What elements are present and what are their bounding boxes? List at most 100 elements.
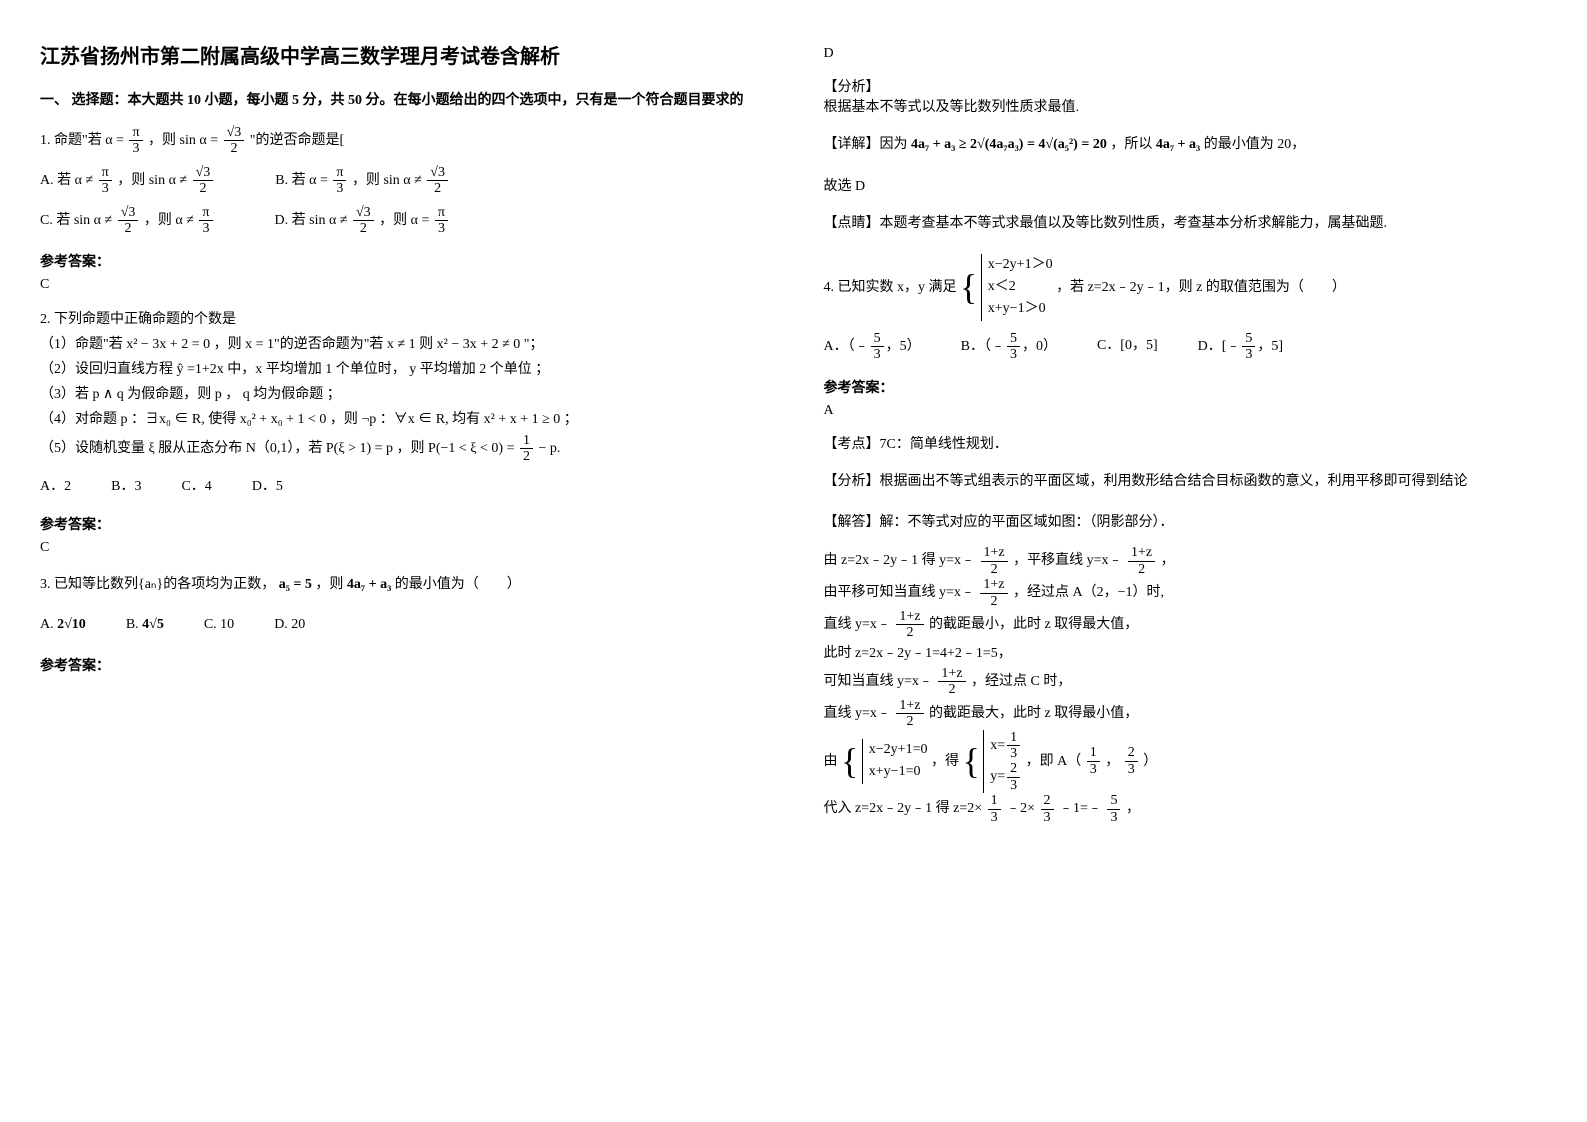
brace-icon: { — [841, 743, 858, 779]
q4-l3-a: 直线 y=x﹣ — [824, 617, 891, 632]
q4-l7-c1: x−2y+1=0 — [869, 742, 928, 757]
q1-answer: C — [40, 277, 764, 293]
q4-solution: 由 z=2x﹣2y﹣1 得 y=x﹣ 1+z2 ，平移直线 y=x﹣ 1+z2 … — [824, 545, 1548, 824]
q4-b-pre: B．（﹣ — [961, 339, 1005, 354]
q4-stem-a: 4. 已知实数 x，y 满足 — [824, 279, 957, 294]
q1-stem-mid: ，则 — [148, 133, 176, 148]
q4-l7-d: ， — [1105, 754, 1119, 769]
q4-l3-b: 的截距最小，此时 z 取得最大值， — [929, 617, 1138, 632]
q3-b-val: 4√5 — [142, 617, 164, 632]
q4-l8-b: ﹣2× — [1006, 801, 1035, 816]
q4-l8-c: ﹣1=﹣ — [1059, 801, 1102, 816]
q4-l4: 此时 z=2x﹣2y﹣1=4+2﹣1=5， — [824, 641, 1548, 666]
q2-p4-e: ； — [564, 412, 578, 427]
q1-alpha-eq: α = π3 — [105, 133, 144, 148]
q2-option-c: C．4 — [181, 474, 211, 499]
q4-l2-a: 由平移可知当直线 y=x﹣ — [824, 585, 975, 600]
q4-a-pre: A．（﹣ — [824, 339, 869, 354]
q3-a5: a₅ = 5 — [279, 577, 312, 592]
q4-l7-c: ，即 A（ — [1026, 754, 1082, 769]
q3-a-val: 2√10 — [57, 617, 86, 632]
q3-detail: 【详解】因为 4a₇ + a₃ ≥ 2√(4a₇a₃) = 4√(a₅²) = … — [824, 130, 1548, 161]
q1-option-d: D. 若 sin α ≠ √32 ，则 α = π3 — [275, 205, 450, 237]
q4-l7-c2: x+y−1=0 — [869, 764, 921, 779]
q2-p4-c: ，则 — [330, 412, 358, 427]
q2-p3: （3）若 p ∧ q 为假命题，则 p ， q 均为假命题 ； — [40, 382, 764, 407]
q3-gx: 故选 D — [824, 175, 1548, 195]
q2-answer: C — [40, 540, 764, 556]
q2-p5-b: 服从正态分布 N（0,1），若 — [158, 441, 322, 456]
q2-p2-a: （2）设回归直线方程 — [40, 362, 173, 377]
q1-c-pre: C. 若 — [40, 213, 70, 228]
q2-p1-expr1: x² − 3x + 2 = 0 — [126, 337, 210, 352]
q3-option-b: B. 4√5 — [126, 610, 164, 641]
q2-p4-b: ：∃x₀ ∈ R, 使得 — [131, 412, 236, 427]
q3-xj-b: ，所以 — [1110, 137, 1152, 152]
q4-answer-label: 参考答案： — [824, 377, 1548, 397]
question-1: 1. 命题"若 α = π3 ，则 sin α = √32 "的逆否命题是[ A… — [40, 125, 764, 237]
q4-l6-b: 的截距最大，此时 z 取得最小值， — [929, 706, 1138, 721]
q4-l6-a: 直线 y=x﹣ — [824, 706, 891, 721]
q3-answer-label: 参考答案： — [40, 655, 764, 675]
q4-stem-b: ，若 z=2x﹣2y﹣1，则 z 的取值范围为（ ） — [1056, 279, 1346, 294]
q3-xj-expr: 4a₇ + a₃ ≥ 2√(4a₇a₃) = 4√(a₅²) = 20 — [911, 137, 1107, 152]
q1-stem-suffix: "的逆否命题是[ — [250, 133, 344, 148]
q1-b-mid: ，则 — [352, 173, 380, 188]
question-4: 4. 已知实数 x，y 满足 { x−2y+1＞0 x＜2 x+y−1＞0 ，若… — [824, 254, 1548, 363]
q4-answer: A — [824, 403, 1548, 419]
q1-a-mid: ，则 — [117, 173, 145, 188]
q1-stem-prefix: 1. 命题"若 — [40, 133, 102, 148]
q2-p4-np: ¬p — [361, 412, 376, 427]
q2-p2-c: 平均增加 2 个单位 ； — [420, 362, 550, 377]
q2-p4-d: ：∀x ∈ R, 均有 — [380, 412, 480, 427]
q4-d-suf: ，5] — [1257, 339, 1283, 354]
q1-d-mid: ，则 — [379, 213, 407, 228]
q3-fx: 根据基本不等式以及等比数列性质求最值. — [824, 96, 1548, 116]
q1-a-pre: A. 若 — [40, 173, 71, 188]
q3-option-a: A. 2√10 — [40, 610, 86, 641]
q3-xj-c: 的最小值为 20， — [1204, 137, 1306, 152]
q2-option-a: A．2 — [40, 474, 71, 499]
q1-d-pre: D. 若 — [275, 213, 306, 228]
q2-p3-pq: p ∧ q — [93, 387, 124, 402]
q2-p1-a: （1）命题"若 — [40, 337, 123, 352]
q4-l8-d: ， — [1126, 801, 1140, 816]
q1-option-c: C. 若 sin α ≠ √32 ，则 α ≠ π3 — [40, 205, 215, 237]
q3-answer: D — [824, 46, 1548, 62]
q2-p3-c: ， — [225, 387, 239, 402]
q2-p1: （1）命题"若 x² − 3x + 2 = 0 ，则 x = 1"的逆否命题为"… — [40, 332, 764, 357]
q2-p5-p1: P(ξ > 1) = p — [326, 441, 393, 456]
q2-p3-a: （3）若 — [40, 387, 89, 402]
q2-p1-expr2: x² − 3x + 2 ≠ 0 — [437, 337, 521, 352]
q3-xj-expr2: 4a₇ + a₃ — [1156, 137, 1200, 152]
q2-p4-p: p — [121, 412, 128, 427]
q3-expr: 4a₇ + a₃ — [347, 577, 391, 592]
q4-l7-a: 由 — [824, 754, 838, 769]
q2-p3-d: 均为假命题 ； — [253, 387, 341, 402]
q4-option-d: D．[﹣53，5] — [1198, 331, 1283, 363]
q4-option-a: A．（﹣53，5） — [824, 331, 921, 363]
q2-p5-a: （5）设随机变量 — [40, 441, 145, 456]
q4-a-suf: ，5） — [886, 339, 921, 354]
q4-kd: 【考点】7C：简单线性规划． — [824, 433, 1548, 453]
q4-cases: x−2y+1＞0 x＜2 x+y−1＞0 — [981, 254, 1053, 321]
q2-p3-p: p — [215, 387, 222, 402]
q2-answer-label: 参考答案： — [40, 514, 764, 534]
q3-option-c: C. 10 — [204, 610, 234, 641]
q3-xj-label: 【详解】因为 — [824, 137, 908, 152]
q4-c3: x+y−1＞0 — [988, 301, 1046, 316]
q3-stem-c: 的最小值为（ ） — [395, 577, 521, 592]
q2-p5: （5）设随机变量 ξ 服从正态分布 N（0,1），若 P(ξ > 1) = p … — [40, 433, 764, 465]
q4-d-pre: D．[﹣ — [1198, 339, 1241, 354]
q2-p5-xi: ξ — [149, 441, 155, 456]
q4-l2-b: ，经过点 A（2，−1）时, — [1013, 585, 1164, 600]
q4-l5-b: ，经过点 C 时， — [971, 674, 1071, 689]
q3-dj: 【点睛】本题考查基本不等式求最值以及等比数列性质，考查基本分析求解能力，属基础题… — [824, 209, 1548, 240]
q4-c1: x−2y+1＞0 — [988, 257, 1053, 272]
q2-p4-a: （4）对命题 — [40, 412, 117, 427]
question-2: 2. 下列命题中正确命题的个数是 （1）命题"若 x² − 3x + 2 = 0… — [40, 307, 764, 500]
q2-p2-y: y — [409, 362, 416, 377]
q4-fx: 【分析】根据画出不等式组表示的平面区域，利用数形结合结合目标函数的意义，利用平移… — [824, 467, 1548, 498]
q1-c-mid: ，则 — [144, 213, 172, 228]
q4-l7-b: ，得 — [931, 754, 959, 769]
